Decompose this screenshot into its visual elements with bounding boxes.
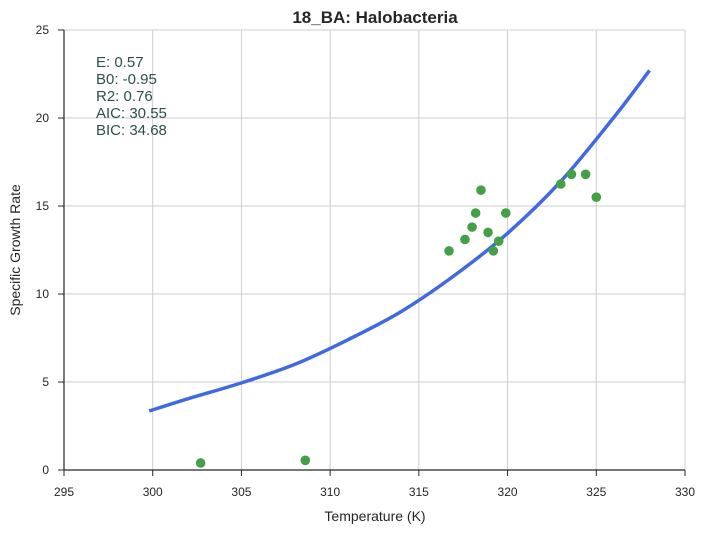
y-tick-label: 25 [36,23,50,37]
data-points [195,169,602,468]
x-tick-label: 300 [143,485,163,499]
fit-stat-line: AIC: 30.55 [96,105,167,122]
chart-title: 18_BA: Halobacteria [292,8,458,27]
x-axis-ticks: 295 300 305 310 315 320 325 330 [54,470,695,499]
data-point [483,227,493,238]
data-point [470,208,481,218]
x-tick-label: 295 [54,485,74,499]
x-tick-label: 320 [498,485,518,499]
y-tick-label: 5 [42,375,49,389]
grid [63,29,686,471]
data-point [444,246,454,256]
y-tick-label: 20 [36,111,50,125]
x-tick-label: 315 [409,485,429,499]
fit-curve [148,69,651,413]
x-axis-label: Temperature (K) [324,508,425,524]
x-tick-label: 310 [320,485,340,499]
x-tick-label: 305 [231,485,251,499]
y-tick-label: 10 [36,287,50,301]
data-point [580,169,591,180]
data-point [500,208,511,218]
axes [63,30,685,471]
y-axis-ticks: 0 5 10 15 20 25 [36,23,64,477]
data-point [566,169,577,180]
x-tick-label: 330 [675,485,695,499]
y-axis-label: Specific Growth Rate [7,184,23,316]
data-point [488,246,499,256]
y-tick-label: 0 [42,463,49,477]
data-point [467,222,477,232]
data-point [195,458,206,468]
fit-stat-line: E: 0.57 [96,54,144,71]
fit-stat-line: BIC: 34.68 [96,122,167,139]
data-point [460,234,470,245]
y-tick-label: 15 [36,199,50,213]
data-point [493,236,504,246]
data-point [556,179,566,189]
fit-stat-line: B0: -0.95 [96,71,157,88]
data-point [476,185,486,195]
x-tick-label: 325 [586,485,606,499]
data-point [300,455,311,466]
data-point [591,192,602,202]
fit-stat-line: R2: 0.76 [96,88,153,105]
